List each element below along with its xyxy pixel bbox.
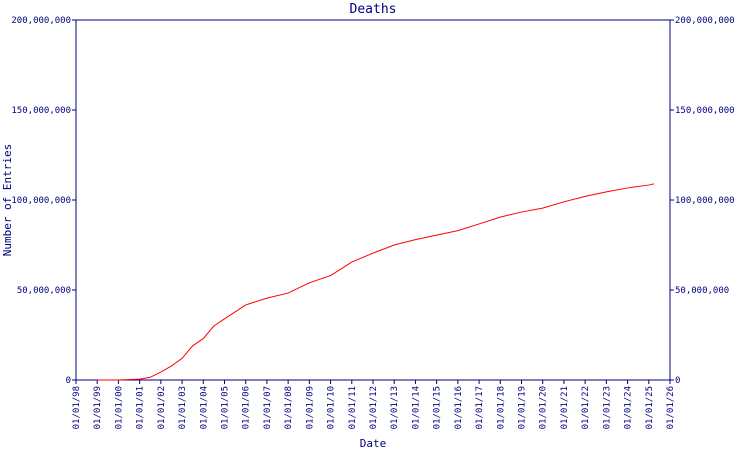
x-tick-label: 01/01/22 [581, 386, 591, 429]
x-tick-label: 01/01/23 [602, 386, 612, 429]
x-tick-label: 01/01/16 [454, 386, 464, 429]
x-tick-label: 01/01/13 [390, 386, 400, 429]
x-tick-label: 01/01/11 [348, 386, 358, 429]
x-tick-label: 01/01/05 [221, 386, 231, 429]
y-tick-label: 200,000,000 [11, 16, 71, 26]
x-tick-label: 01/01/12 [369, 386, 379, 429]
x-tick-label: 01/01/20 [539, 386, 549, 429]
y-tick-label: 50,000,000 [17, 286, 71, 296]
y-tick-label: 0 [66, 376, 71, 386]
x-axis-label: Date [360, 437, 387, 450]
y2-tick-label: 200,000,000 [675, 16, 735, 26]
x-tick-label: 01/01/02 [157, 386, 167, 429]
y2-tick-label: 50,000,000 [675, 286, 729, 296]
x-tick-label: 01/01/08 [284, 386, 294, 429]
x-tick-label: 01/01/19 [518, 386, 528, 429]
x-tick-label: 01/01/99 [93, 386, 103, 429]
x-tick-label: 01/01/14 [411, 386, 421, 429]
x-tick-label: 01/01/24 [624, 386, 634, 429]
x-tick-label: 01/01/10 [327, 386, 337, 429]
x-tick-label: 01/01/17 [475, 386, 485, 429]
x-tick-label: 01/01/06 [242, 386, 252, 429]
plot-frame [75, 19, 671, 381]
y-axis-label: Number of Entries [1, 144, 14, 257]
x-tick-label: 01/01/26 [666, 386, 676, 429]
x-tick-label: 01/01/18 [496, 386, 506, 429]
chart-title: Deaths [350, 2, 397, 17]
x-tick-label: 01/01/15 [433, 386, 443, 429]
x-tick-label: 01/01/07 [263, 386, 273, 429]
y-tick-label: 150,000,000 [11, 106, 71, 116]
x-tick-label: 01/01/01 [136, 386, 146, 429]
y2-tick-label: 0 [675, 376, 680, 386]
x-tick-label: 01/01/98 [72, 386, 82, 429]
x-tick-label: 01/01/21 [560, 386, 570, 429]
y2-tick-label: 100,000,000 [675, 196, 735, 206]
x-tick-label: 01/01/03 [178, 386, 188, 429]
y2-tick-label: 150,000,000 [675, 106, 735, 116]
x-tick-label: 01/01/25 [645, 386, 655, 429]
x-tick-label: 01/01/04 [199, 386, 209, 429]
y-tick-label: 100,000,000 [11, 196, 71, 206]
x-tick-label: 01/01/09 [305, 386, 315, 429]
x-tick-label: 01/01/00 [114, 386, 124, 429]
data-line [97, 183, 655, 381]
